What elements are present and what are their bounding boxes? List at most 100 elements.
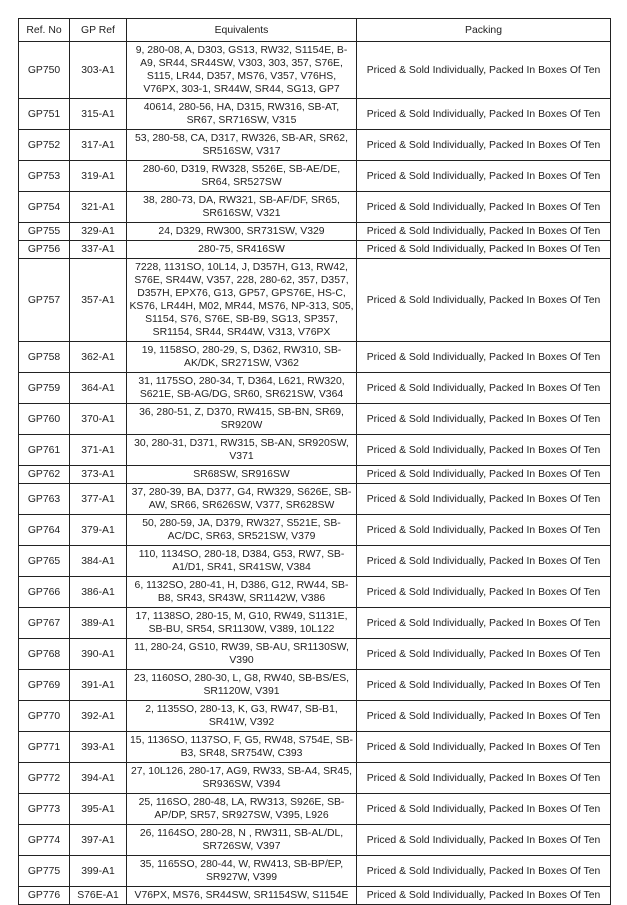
table-row: GP755 329-A1 24, D329, RW300, SR731SW, V32… [18,222,611,241]
ref-no-cell: GP770 [18,700,70,732]
equivalents-cell: 36, 280-51, Z, D370, RW415, SB-BN, SR69,… [126,403,357,435]
packing-cell: Priced & Sold Individually, Packed In Bo… [356,258,611,342]
equivalents-cell: 35, 1165SO, 280-44, W, RW413, SB-BP/EP, … [126,855,357,887]
packing-cell: Priced & Sold Individually, Packed In Bo… [356,98,611,130]
equivalents-cell: 280-75, SR416SW [126,240,357,259]
table-row: GP753 319-A1 280-60, D319, RW328, S526E, S… [18,160,611,192]
equivalents-cell: 38, 280-73, DA, RW321, SB-AF/DF, SR65, S… [126,191,357,223]
equivalents-cell: 31, 1175SO, 280-34, T, D364, L621, RW320… [126,372,357,404]
gp-ref-cell: 391-A1 [69,669,127,701]
packing-cell: Priced & Sold Individually, Packed In Bo… [356,341,611,373]
gp-ref-cell: 303-A1 [69,41,127,99]
ref-no-cell: GP751 [18,98,70,130]
gp-ref-cell: 315-A1 [69,98,127,130]
equivalents-cell: 15, 1136SO, 1137SO, F, G5, RW48, S754E, … [126,731,357,763]
gp-ref-cell: 364-A1 [69,372,127,404]
table-row: GP752 317-A1 53, 280-58, CA, D317, RW326, … [18,129,611,161]
table-row: GP761 371-A1 30, 280-31, D371, RW315, SB-A… [18,434,611,466]
table-body: GP750 303-A1 9, 280-08, A, D303, GS13, RW3… [18,41,611,905]
table-row: GP770 392-A1 2, 1135SO, 280-13, K, G3, RW4… [18,700,611,732]
ref-no-cell: GP767 [18,607,70,639]
table-row: GP774 397-A1 26, 1164SO, 280-28, N , RW311… [18,824,611,856]
packing-cell: Priced & Sold Individually, Packed In Bo… [356,240,611,259]
equivalents-cell: 280-60, D319, RW328, S526E, SB-AE/DE, SR… [126,160,357,192]
ref-no-cell: GP768 [18,638,70,670]
table-row: GP776 S76E-A1 V76PX, MS76, SR44SW, SR1154S… [18,886,611,905]
header-row: Ref. No GP Ref Equivalents Packing [18,18,611,42]
ref-no-cell: GP773 [18,793,70,825]
packing-cell: Priced & Sold Individually, Packed In Bo… [356,793,611,825]
equivalents-cell: 2, 1135SO, 280-13, K, G3, RW47, SB-B1, S… [126,700,357,732]
ref-no-cell: GP752 [18,129,70,161]
equivalents-cell: 40614, 280-56, HA, D315, RW316, SB-AT, S… [126,98,357,130]
packing-cell: Priced & Sold Individually, Packed In Bo… [356,160,611,192]
table-row: GP757 357-A1 7228, 1131SO, 10L14, J, D357H… [18,258,611,342]
gp-ref-cell: 379-A1 [69,514,127,546]
packing-cell: Priced & Sold Individually, Packed In Bo… [356,669,611,701]
gp-ref-cell: 399-A1 [69,855,127,887]
ref-no-cell: GP755 [18,222,70,241]
packing-cell: Priced & Sold Individually, Packed In Bo… [356,607,611,639]
table-row: GP766 386-A1 6, 1132SO, 280-41, H, D386, G… [18,576,611,608]
ref-no-cell: GP761 [18,434,70,466]
equivalents-cell: 24, D329, RW300, SR731SW, V329 [126,222,357,241]
gp-ref-cell: 389-A1 [69,607,127,639]
gp-ref-cell: 337-A1 [69,240,127,259]
table-row: GP754 321-A1 38, 280-73, DA, RW321, SB-AF/… [18,191,611,223]
packing-cell: Priced & Sold Individually, Packed In Bo… [356,403,611,435]
table-row: GP772 394-A1 27, 10L126, 280-17, AG9, RW33… [18,762,611,794]
gp-ref-cell: 392-A1 [69,700,127,732]
gp-ref-cell: 371-A1 [69,434,127,466]
gp-ref-cell: 373-A1 [69,465,127,484]
header-ref-no: Ref. No [18,18,70,42]
packing-cell: Priced & Sold Individually, Packed In Bo… [356,129,611,161]
packing-cell: Priced & Sold Individually, Packed In Bo… [356,483,611,515]
gp-ref-cell: 390-A1 [69,638,127,670]
ref-no-cell: GP764 [18,514,70,546]
gp-ref-cell: 386-A1 [69,576,127,608]
packing-cell: Priced & Sold Individually, Packed In Bo… [356,576,611,608]
table-row: GP773 395-A1 25, 116SO, 280-48, LA, RW313,… [18,793,611,825]
ref-no-cell: GP776 [18,886,70,905]
table-row: GP775 399-A1 35, 1165SO, 280-44, W, RW413,… [18,855,611,887]
equivalents-cell: 110, 1134SO, 280-18, D384, G53, RW7, SB-… [126,545,357,577]
equivalents-cell: 11, 280-24, GS10, RW39, SB-AU, SR1130SW,… [126,638,357,670]
header-packing: Packing [356,18,611,42]
ref-no-cell: GP760 [18,403,70,435]
ref-no-cell: GP754 [18,191,70,223]
packing-cell: Priced & Sold Individually, Packed In Bo… [356,855,611,887]
table-row: GP750 303-A1 9, 280-08, A, D303, GS13, RW3… [18,41,611,99]
gp-ref-cell: 370-A1 [69,403,127,435]
gp-ref-cell: 319-A1 [69,160,127,192]
equivalents-cell: 6, 1132SO, 280-41, H, D386, G12, RW44, S… [126,576,357,608]
equivalents-cell: 7228, 1131SO, 10L14, J, D357H, G13, RW42… [126,258,357,342]
gp-ref-cell: 393-A1 [69,731,127,763]
ref-no-cell: GP750 [18,41,70,99]
ref-no-cell: GP762 [18,465,70,484]
packing-cell: Priced & Sold Individually, Packed In Bo… [356,191,611,223]
equivalents-cell: 19, 1158SO, 280-29, S, D362, RW310, SB-A… [126,341,357,373]
equivalents-table: Ref. No GP Ref Equivalents Packing GP750… [18,18,611,905]
gp-ref-cell: 317-A1 [69,129,127,161]
packing-cell: Priced & Sold Individually, Packed In Bo… [356,731,611,763]
equivalents-cell: 17, 1138SO, 280-15, M, G10, RW49, S1131E… [126,607,357,639]
header-gp-ref: GP Ref [69,18,127,42]
gp-ref-cell: 362-A1 [69,341,127,373]
ref-no-cell: GP759 [18,372,70,404]
table-row: GP762 373-A1 SR68SW, SR916SW Priced & Sold … [18,465,611,484]
table-row: GP751 315-A1 40614, 280-56, HA, D315, RW31… [18,98,611,130]
equivalents-cell: 9, 280-08, A, D303, GS13, RW32, S1154E, … [126,41,357,99]
table-row: GP758 362-A1 19, 1158SO, 280-29, S, D362, … [18,341,611,373]
gp-ref-cell: 329-A1 [69,222,127,241]
ref-no-cell: GP756 [18,240,70,259]
ref-no-cell: GP769 [18,669,70,701]
packing-cell: Priced & Sold Individually, Packed In Bo… [356,886,611,905]
packing-cell: Priced & Sold Individually, Packed In Bo… [356,700,611,732]
table-row: GP771 393-A1 15, 1136SO, 1137SO, F, G5, RW… [18,731,611,763]
equivalents-cell: 25, 116SO, 280-48, LA, RW313, S926E, SB-… [126,793,357,825]
ref-no-cell: GP775 [18,855,70,887]
gp-ref-cell: 321-A1 [69,191,127,223]
ref-no-cell: GP753 [18,160,70,192]
header-equivalents: Equivalents [126,18,357,42]
ref-no-cell: GP765 [18,545,70,577]
